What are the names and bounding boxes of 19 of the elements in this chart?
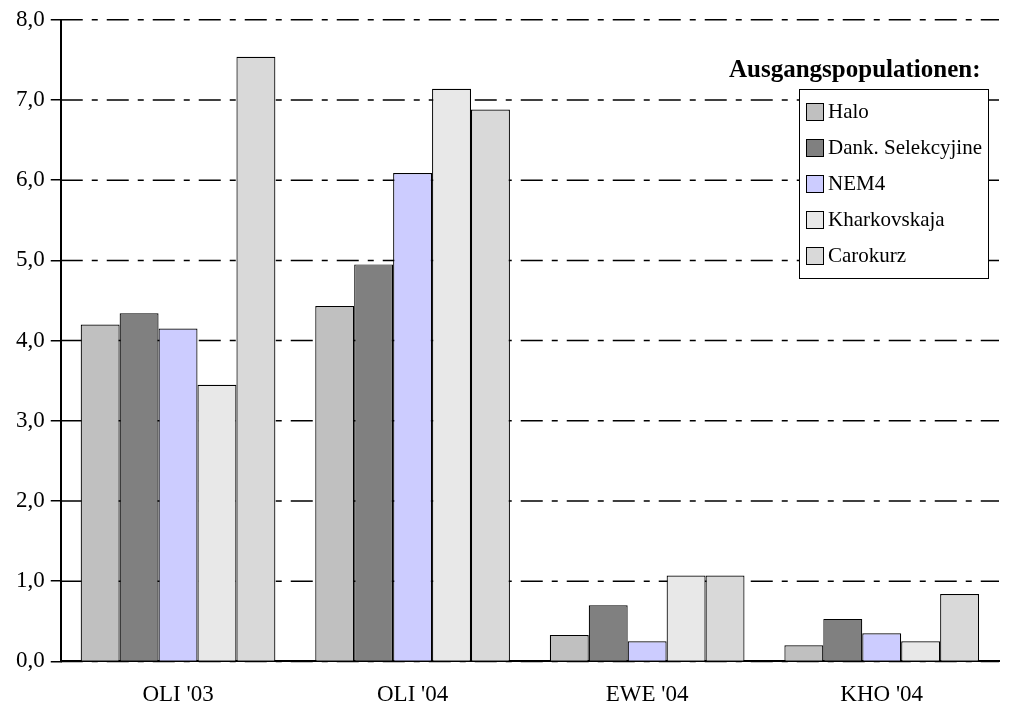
x-tick-label: OLI '04 bbox=[376, 681, 449, 707]
y-tick-label: 3,0 bbox=[16, 406, 45, 432]
y-tick-label: 4,0 bbox=[16, 326, 45, 352]
legend-label: NEM4 bbox=[828, 171, 886, 197]
y-tick-label: 1,0 bbox=[16, 567, 45, 593]
y-tick-label: 0,0 bbox=[16, 647, 45, 673]
y-tick-label: 6,0 bbox=[16, 166, 45, 192]
y-tick-label: 8,0 bbox=[16, 5, 45, 31]
legend-label: Kharkovskaja bbox=[828, 207, 945, 233]
legend-title: Ausgangspopulationen: bbox=[729, 54, 982, 83]
x-tick-label: EWE '04 bbox=[605, 681, 690, 707]
legend-label: Halo bbox=[828, 99, 869, 125]
x-tick-label: OLI '03 bbox=[142, 681, 214, 707]
legend-label: Dank. Selekcyjine bbox=[828, 135, 982, 161]
y-tick-label: 5,0 bbox=[16, 246, 45, 272]
y-tick-label: 7,0 bbox=[16, 86, 45, 112]
legend-label: Carokurz bbox=[828, 243, 907, 269]
x-tick-label: KHO '04 bbox=[840, 681, 924, 707]
y-tick-label: 2,0 bbox=[16, 487, 45, 513]
